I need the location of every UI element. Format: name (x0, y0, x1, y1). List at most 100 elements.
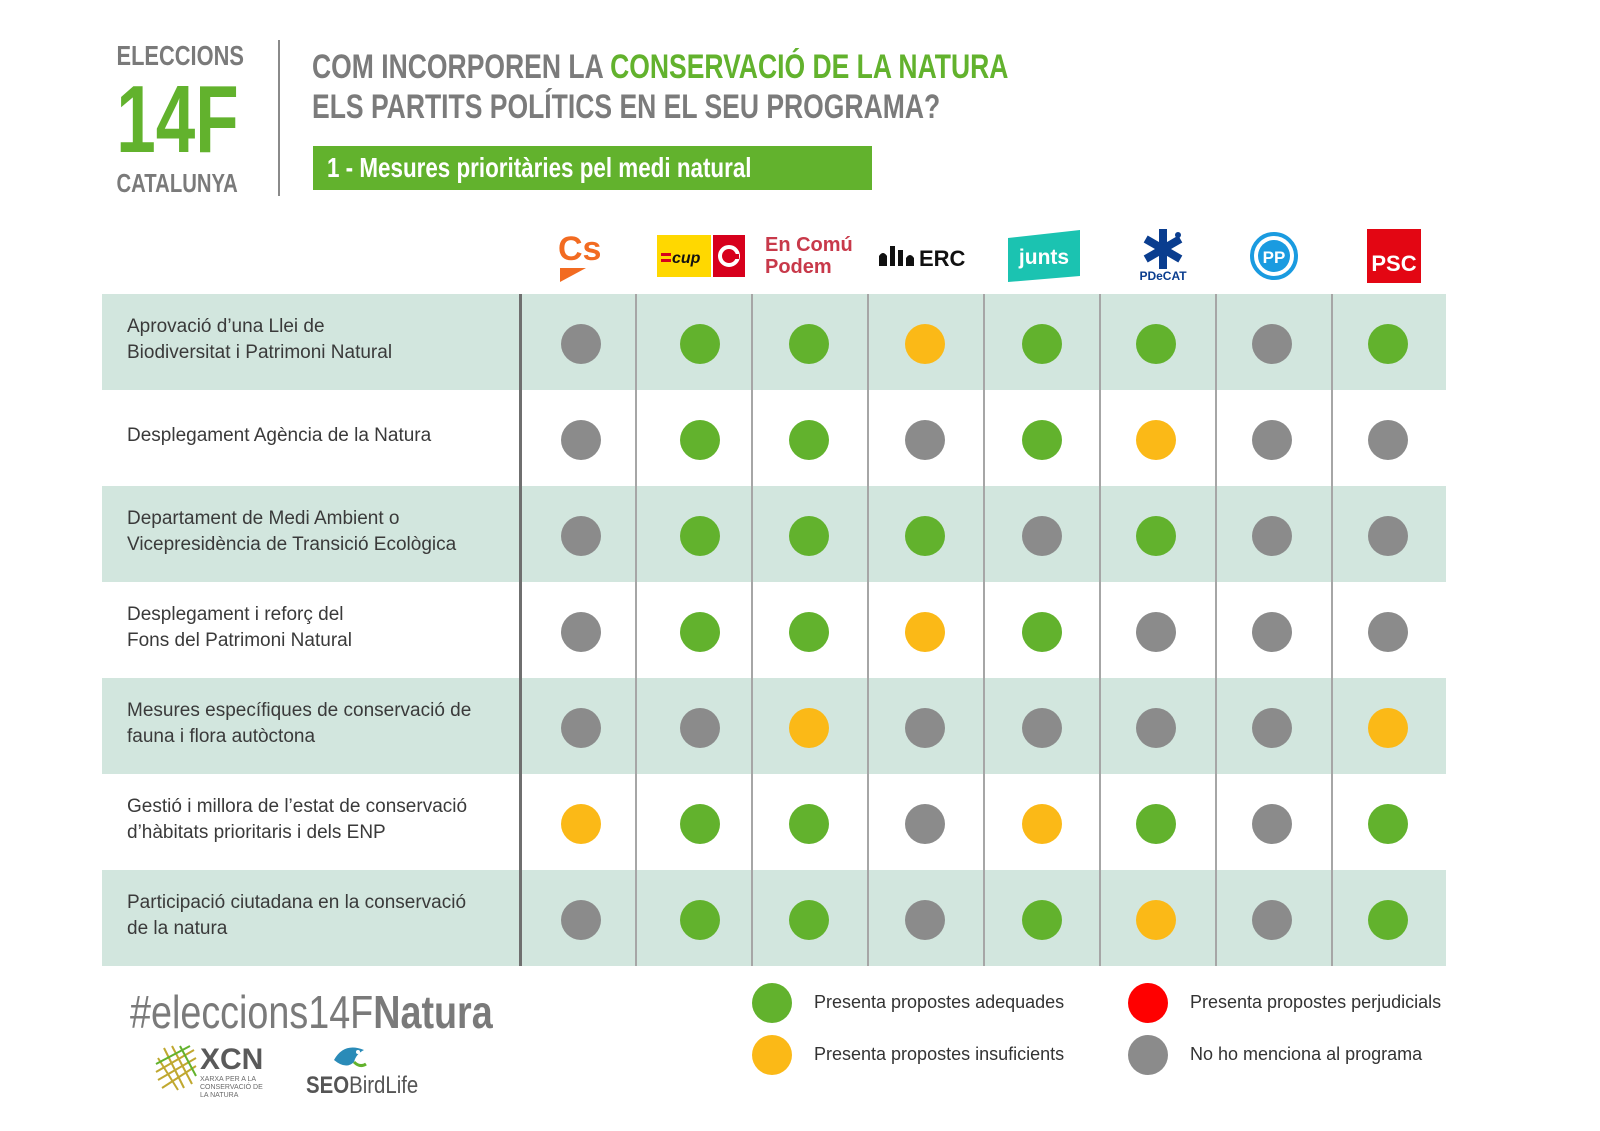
cup-logo-icon: cup (657, 235, 745, 277)
row-label: Aprovació d’una Llei de Biodiversitat i P… (127, 314, 507, 366)
seo-birdlife: BirdLife (349, 1072, 419, 1099)
party-logo-pp: PP (1246, 226, 1302, 286)
status-dot-pp-none (1252, 708, 1292, 748)
title-prefix: COM INCORPOREN LA (312, 48, 611, 86)
status-dot-junts-adequate (1022, 612, 1062, 652)
row-label-line2: d’hàbitats prioritaris i dels ENP (127, 822, 386, 843)
status-dot-cup-adequate (680, 612, 720, 652)
pdecat-star-icon (1143, 229, 1183, 269)
column-divider (1331, 294, 1333, 966)
column-divider (635, 294, 637, 966)
legend-label-insufficient: Presenta propostes insuficients (814, 1044, 1065, 1064)
xcn-sub-2: CONSERVACIÓ DE (200, 1084, 263, 1091)
column-divider (1099, 294, 1101, 966)
row-label: Desplegament Agència de la Natura (127, 423, 507, 449)
status-dot-encomu-adequate (789, 804, 829, 844)
status-dot-junts-adequate (1022, 420, 1062, 460)
status-dot-erc-none (905, 708, 945, 748)
row-label-line2: Vicepresidència de Transició Ecològica (127, 534, 457, 555)
status-dot-encomu-adequate (789, 900, 829, 940)
party-logo-psc: PSC (1366, 226, 1422, 286)
status-dot-junts-none (1022, 708, 1062, 748)
status-dot-cs-none (561, 324, 601, 364)
header-divider (278, 40, 280, 196)
status-dot-cup-adequate (680, 324, 720, 364)
status-dot-cs-none (561, 420, 601, 460)
title-highlight: CONSERVACIÓ DE LA NATURA (610, 48, 1009, 86)
status-dot-psc-adequate (1368, 900, 1408, 940)
psc-logo-icon: PSC (1367, 229, 1421, 283)
row-label-line1: Aprovació d’una Llei de (127, 316, 325, 337)
status-dot-pp-none (1252, 804, 1292, 844)
legend-dot-harmful (1128, 983, 1168, 1023)
hashtag-prefix: #eleccions14F (130, 986, 374, 1038)
legend-dot-none (1128, 1035, 1168, 1075)
party-logo-cs: Cs (552, 226, 616, 286)
status-dot-pp-none (1252, 900, 1292, 940)
row-label-line1: Gestió i millora de l’estat de conservac… (127, 796, 468, 817)
status-dot-encomu-adequate (789, 612, 829, 652)
status-dot-cs-insufficient (561, 804, 601, 844)
title-line-1: COM INCORPOREN LA CONSERVACIÓ DE LA NATU… (312, 48, 1008, 87)
brand-eleccions: ELECCIONS (116, 40, 244, 71)
status-dot-erc-insufficient (905, 324, 945, 364)
status-dot-erc-insufficient (905, 612, 945, 652)
pp-logo-icon: PP (1250, 232, 1298, 280)
status-dot-erc-none (905, 420, 945, 460)
column-divider (519, 294, 522, 966)
pdecat-logo-text: PDeCAT (1139, 269, 1187, 283)
column-divider (751, 294, 753, 966)
status-dot-erc-none (905, 804, 945, 844)
erc-logo-text: ERC (919, 246, 966, 271)
legend-label-harmful: Presenta propostes perjudicials (1190, 992, 1442, 1012)
table-row (102, 486, 1446, 582)
row-label-line1: Departament de Medi Ambient o (127, 508, 400, 529)
pp-logo-text: PP (1263, 248, 1286, 267)
party-logo-erc: ERC (876, 226, 972, 286)
status-dot-psc-none (1368, 612, 1408, 652)
status-dot-cup-adequate (680, 900, 720, 940)
status-dot-pdecat-adequate (1136, 516, 1176, 556)
status-dot-pp-none (1252, 612, 1292, 652)
xcn-mesh-icon (155, 1045, 197, 1091)
row-label: Departament de Medi Ambient o Vicepresidè… (127, 506, 507, 558)
status-dot-psc-none (1368, 420, 1408, 460)
row-label-line2: Fons del Patrimoni Natural (127, 630, 352, 651)
bird-icon (334, 1047, 367, 1068)
row-label-line2: fauna i flora autòctona (127, 726, 316, 747)
status-dot-pdecat-adequate (1136, 324, 1176, 364)
row-label: Participació ciutadana en la conservació… (127, 890, 507, 942)
erc-logo-icon: ERC (879, 246, 966, 271)
xcn-logo-text: XCN (200, 1043, 264, 1076)
status-dot-pdecat-none (1136, 708, 1176, 748)
xcn-sub-1: XARXA PER A LA (200, 1076, 257, 1083)
row-label-line1: Desplegament i reforç del (127, 604, 344, 625)
status-dot-encomu-adequate (789, 324, 829, 364)
status-dot-cup-adequate (680, 804, 720, 844)
junts-logo-icon: junts (1008, 230, 1080, 282)
legend-label-none: No ho menciona al programa (1190, 1044, 1423, 1064)
hashtag: #eleccions14FNatura (130, 985, 493, 1039)
table-row (102, 678, 1446, 774)
status-dot-erc-none (905, 900, 945, 940)
status-dot-cs-none (561, 900, 601, 940)
junts-logo-text: junts (1018, 246, 1069, 269)
status-dot-encomu-insufficient (789, 708, 829, 748)
status-dot-cup-adequate (680, 516, 720, 556)
status-dot-pdecat-adequate (1136, 804, 1176, 844)
row-label-line2: de la natura (127, 918, 228, 939)
hashtag-bold: Natura (373, 986, 493, 1038)
status-dot-cup-none (680, 708, 720, 748)
xcn-logo: XCN XARXA PER A LA CONSERVACIÓ DE LA NAT… (154, 1044, 264, 1100)
status-dot-pp-none (1252, 420, 1292, 460)
party-logo-cup: cup (656, 226, 746, 286)
status-dot-cs-none (561, 516, 601, 556)
status-dot-junts-insufficient (1022, 804, 1062, 844)
cs-logo-icon: Cs (558, 230, 601, 282)
table-row (102, 870, 1446, 966)
party-logo-pdecat: PDeCAT (1128, 226, 1198, 286)
subtitle-text: 1 - Mesures prioritàries pel medi natura… (327, 152, 752, 183)
party-logo-junts: junts (1006, 226, 1082, 286)
status-dot-junts-adequate (1022, 324, 1062, 364)
status-dot-psc-adequate (1368, 324, 1408, 364)
